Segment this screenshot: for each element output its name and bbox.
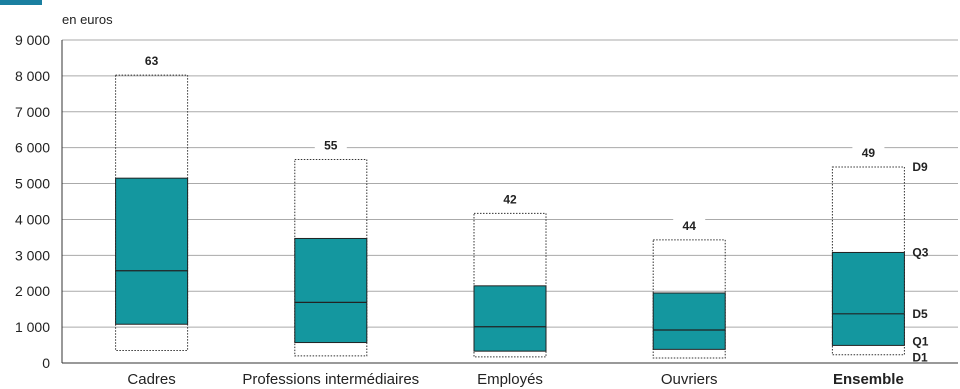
box-group: 55 [294, 137, 368, 357]
annotation-background [673, 217, 706, 232]
boxes-layer: 63 55 42 44 49 D9 Q3 D5 Q1 D1 [115, 53, 929, 365]
y-tick-label: 3 000 [15, 247, 50, 263]
interquartile-box [831, 251, 905, 346]
y-tick-label: 7 000 [15, 104, 50, 120]
interquartile-box [115, 177, 189, 325]
annotation-background [494, 191, 526, 206]
category-label: Professions intermédiaires [242, 371, 419, 388]
quantile-label: Q3 [912, 245, 928, 259]
y-tick-label: 4 000 [15, 211, 50, 227]
category-label: Ensemble [833, 371, 904, 388]
box-group: 44 [652, 217, 726, 359]
box-annotation: 63 [145, 54, 159, 68]
box-annotation: 42 [503, 192, 517, 206]
quantile-label: D1 [912, 351, 928, 365]
interquartile-box [294, 237, 368, 344]
quantile-label: D5 [912, 307, 928, 321]
box-annotation: 49 [862, 146, 876, 160]
annotation-background [852, 145, 885, 160]
grid-layer [62, 39, 958, 328]
y-tick-label: 6 000 [15, 140, 50, 156]
interquartile-box [473, 285, 547, 352]
box-group: 63 [115, 53, 189, 351]
box-annotation: 44 [683, 219, 697, 233]
title-bar-fragment [0, 0, 42, 5]
quantile-label: D9 [912, 160, 928, 174]
category-label: Employés [477, 371, 543, 388]
y-tick-label: 5 000 [15, 176, 50, 192]
y-tick-label: 8 000 [15, 68, 50, 84]
annotation-background [314, 137, 347, 152]
x-axis: Cadres Professions intermédiaires Employés… [62, 362, 958, 388]
interquartile-box [652, 292, 726, 350]
y-tick-label: 0 [42, 355, 50, 371]
decile-range-box [115, 74, 189, 351]
annotation-background [135, 53, 168, 68]
decile-range-box [473, 212, 547, 358]
box-group: 49 [831, 145, 905, 356]
unit-label: en euros [62, 12, 113, 27]
y-tick-label: 9 000 [15, 32, 50, 48]
category-label: Cadres [127, 371, 175, 388]
category-label: Ouvriers [661, 371, 718, 388]
box-group: 42 [473, 191, 547, 358]
box-annotation: 55 [324, 139, 338, 153]
y-axis: 0 1 000 2 000 3 000 4 000 5 000 6 000 7 000 8 00… [15, 32, 63, 371]
y-tick-label: 1 000 [15, 319, 50, 335]
y-tick-label: 2 000 [15, 283, 50, 299]
quantile-label: Q1 [912, 334, 928, 348]
